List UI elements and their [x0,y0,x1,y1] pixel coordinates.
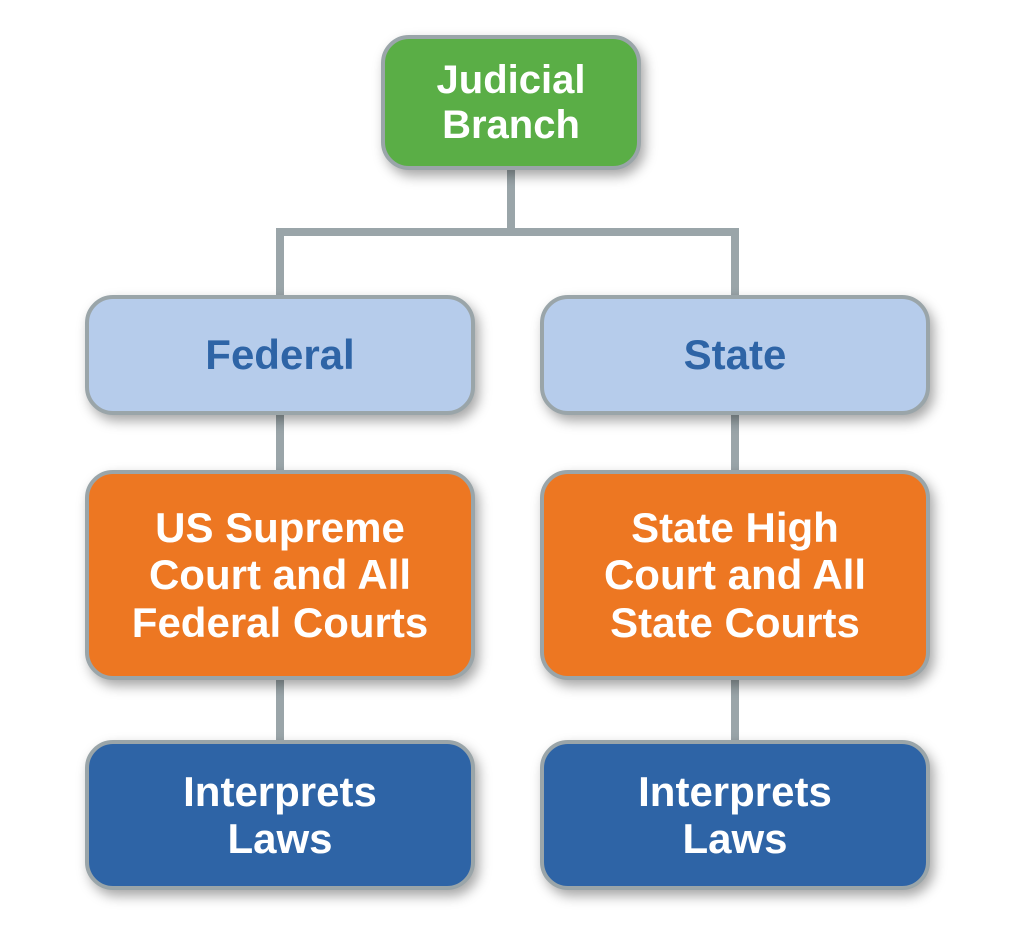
node-label: US Supreme Court and All Federal Courts [132,504,428,645]
node-state: State [540,295,930,415]
node-federal: Federal [85,295,475,415]
node-federal-interprets: Interprets Laws [85,740,475,890]
node-label: Interprets Laws [638,768,832,862]
node-judicial-branch: Judicial Branch [381,35,641,170]
node-label: State [684,331,787,378]
node-label: State High Court and All State Courts [604,504,866,645]
node-label: Interprets Laws [183,768,377,862]
node-federal-courts: US Supreme Court and All Federal Courts [85,470,475,680]
node-label: Judicial Branch [437,58,586,148]
node-label: Federal [205,331,354,378]
node-state-interprets: Interprets Laws [540,740,930,890]
org-chart: Judicial Branch Federal State US Supreme… [0,0,1021,933]
node-state-courts: State High Court and All State Courts [540,470,930,680]
